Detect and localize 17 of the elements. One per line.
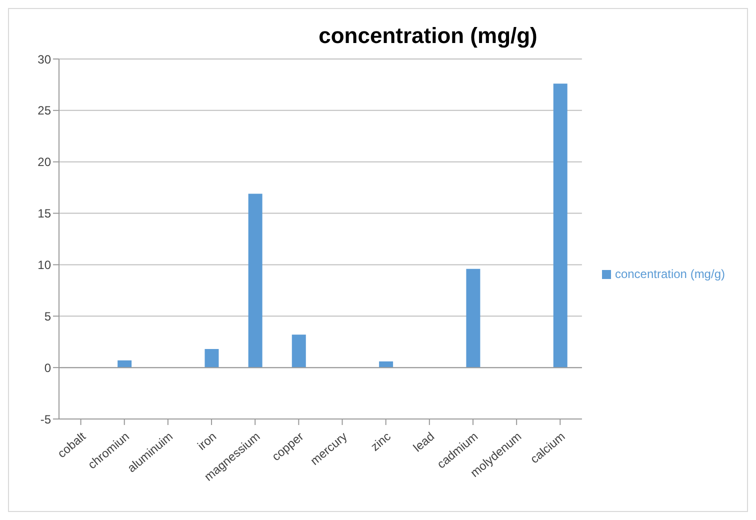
chart-title: concentration (mg/g) [318,22,538,49]
bar [292,334,306,368]
x-tick-label: zinc [368,429,394,454]
y-tick-label: 15 [38,206,52,221]
bar [118,360,132,368]
y-tick-label: 20 [38,155,52,170]
legend-label: concentration (mg/g) [614,267,725,281]
bar [248,194,262,368]
bar [466,268,480,368]
y-tick-label: -5 [40,412,52,426]
bar [553,84,568,368]
y-tick-label: 10 [38,258,52,272]
y-tick-label: 30 [38,52,52,66]
bar [204,349,219,368]
y-tick-label: 5 [44,309,52,324]
y-tick-label: 0 [44,360,52,375]
y-tick-label: 25 [38,104,52,118]
